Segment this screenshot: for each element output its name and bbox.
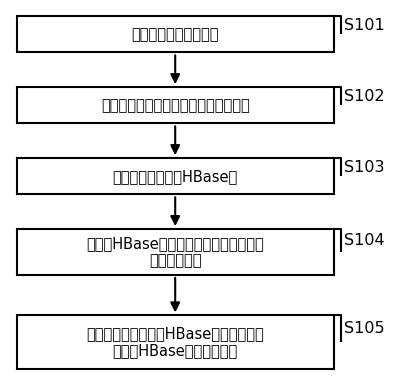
FancyBboxPatch shape bbox=[17, 229, 334, 275]
Text: S103: S103 bbox=[344, 160, 384, 174]
FancyBboxPatch shape bbox=[17, 87, 334, 124]
Text: S104: S104 bbox=[344, 233, 384, 248]
FancyBboxPatch shape bbox=[17, 315, 334, 369]
Text: 采集输电线路综合数据: 采集输电线路综合数据 bbox=[131, 27, 219, 42]
Text: 将所述字节数组按照HBase表格式，依次
存储至HBase分布式数据库: 将所述字节数组按照HBase表格式，依次 存储至HBase分布式数据库 bbox=[86, 326, 264, 358]
Text: 将所述HBase表内的输电线路综合数据转
换为字节数组: 将所述HBase表内的输电线路综合数据转 换为字节数组 bbox=[86, 236, 264, 268]
Text: S102: S102 bbox=[344, 89, 384, 104]
Text: S101: S101 bbox=[344, 18, 384, 33]
FancyBboxPatch shape bbox=[17, 16, 334, 52]
Text: 将所述输电线路综合数据进行分类处理: 将所述输电线路综合数据进行分类处理 bbox=[101, 98, 250, 113]
FancyBboxPatch shape bbox=[17, 158, 334, 194]
Text: 根据分类结果构建HBase表: 根据分类结果构建HBase表 bbox=[113, 169, 238, 184]
Text: S105: S105 bbox=[344, 321, 384, 336]
